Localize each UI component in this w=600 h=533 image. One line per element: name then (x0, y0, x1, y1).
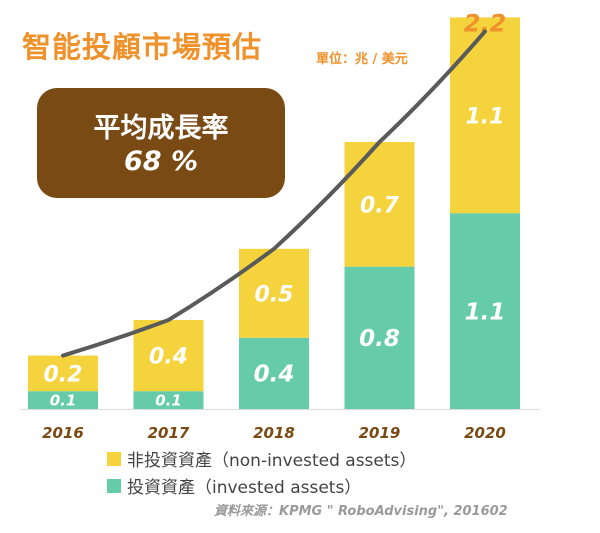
bar-non-invested-2019 (344, 142, 415, 267)
trend-line (61, 29, 487, 358)
bar-invested-2019 (344, 266, 415, 409)
label-non-invested-2017: 0.4 (149, 345, 188, 370)
x-tick-2018: 2018 (253, 424, 295, 442)
label-non-invested-2016: 0.2 (44, 362, 83, 387)
bar-non-invested-2020 (450, 17, 520, 214)
cagr-box: 平均成長率 68 % (37, 88, 285, 198)
cagr-label: 平均成長率 (93, 113, 229, 144)
label-invested-2020: 1.1 (465, 299, 506, 325)
bar-invested-2016 (28, 391, 98, 409)
x-tick-2020: 2020 (464, 424, 506, 442)
bar-invested-2018 (239, 337, 309, 409)
label-invested-2018: 0.4 (254, 362, 295, 388)
unit-label: 單位：兆 / 美元 (316, 52, 408, 67)
chart-title: 智能投顧市場預估 (22, 30, 263, 64)
legend-invested: 投資資產（invested assets） (107, 473, 361, 498)
legend-label-invested: 投資資產（invested assets） (127, 478, 362, 498)
label-invested-2017: 0.1 (155, 392, 182, 410)
bar-non-invested-2016 (28, 355, 98, 392)
bar-invested-2020 (450, 213, 520, 409)
source-note: 資料來源：KPMG " RoboAdvising", 201602 (214, 504, 508, 519)
legend-swatch-non-invested (107, 451, 121, 466)
x-tick-2017: 2017 (148, 424, 190, 442)
label-non-invested-2018: 0.5 (255, 282, 294, 307)
label-invested-2019: 0.8 (359, 326, 400, 352)
x-tick-2016: 2016 (42, 424, 84, 442)
cagr-value: 68 % (123, 146, 199, 177)
legend-swatch-invested (107, 478, 121, 493)
bar-non-invested-2017 (133, 320, 204, 392)
legend-non-invested: 非投資資產（non-invested assets） (107, 446, 416, 471)
label-non-invested-2020: 1.1 (466, 104, 505, 129)
x-tick-2019: 2019 (359, 424, 401, 442)
label-invested-2016: 0.1 (50, 392, 77, 410)
bar-invested-2017 (133, 391, 204, 409)
label-non-invested-2019: 0.7 (360, 193, 400, 218)
legend-label-non-invested: 非投資資產（non-invested assets） (127, 451, 417, 471)
